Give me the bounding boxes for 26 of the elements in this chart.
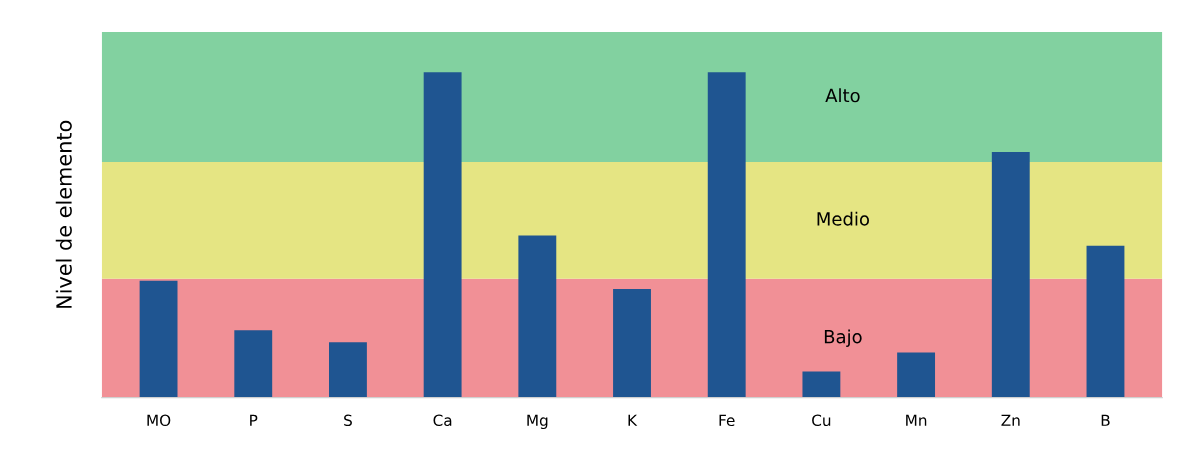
x-tick-label: Mn [906, 414, 927, 426]
bar [423, 72, 462, 398]
x-tick-label: MO [147, 414, 171, 427]
x-tick-label: Cu [812, 414, 831, 427]
bar [518, 235, 557, 398]
band-label: Alto [825, 88, 860, 103]
bar [139, 280, 178, 398]
y-axis-title: Nivel de elemento [55, 120, 72, 308]
bar [1086, 245, 1125, 398]
band-label: Bajo [824, 329, 862, 347]
bar [897, 352, 936, 398]
bar [613, 288, 651, 398]
bar [802, 371, 841, 398]
x-tick-label: P [250, 414, 258, 426]
x-tick-label: S [344, 414, 352, 427]
bar [707, 72, 746, 398]
x-tick-label: K [628, 414, 638, 426]
bar [991, 152, 1030, 398]
bar [329, 342, 367, 398]
x-tick-label: Ca [433, 414, 452, 427]
x-tick-label: Zn [1001, 414, 1020, 426]
band-label: Medio [817, 211, 870, 226]
x-tick-label: Fe [719, 414, 735, 427]
x-tick-label: B [1101, 414, 1110, 426]
bar [234, 330, 273, 398]
x-tick-label: Mg [527, 414, 548, 430]
